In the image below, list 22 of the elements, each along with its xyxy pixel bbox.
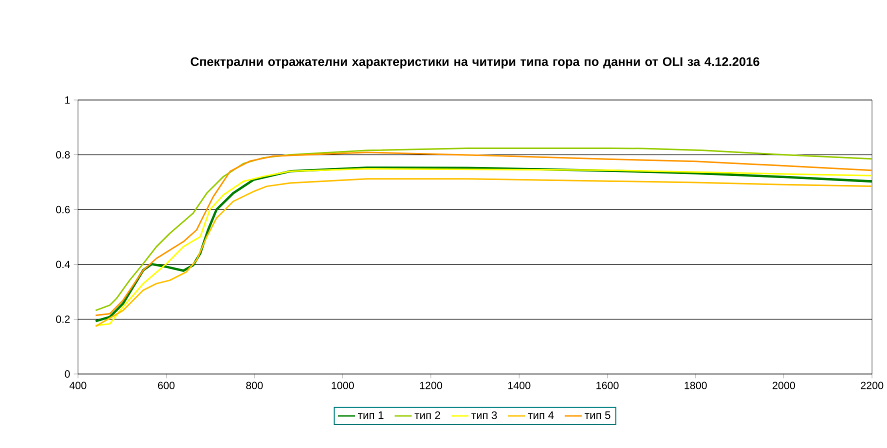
chart-title: Спектрални отражателни характеристики на читири типа гора по данни от OLI за 4.12.2016 [190, 57, 760, 68]
x-tick-label: 2200 [860, 382, 884, 390]
x-tick-label: 400 [70, 382, 86, 390]
x-tick-label: 600 [158, 382, 175, 390]
y-tick-label: 0.2 [56, 316, 70, 323]
x-tick-label: 800 [246, 382, 263, 390]
legend-label: тип 1 [358, 411, 384, 419]
y-tick-label: 0.4 [56, 260, 70, 268]
x-tick-label: 2000 [772, 382, 796, 390]
legend-label: тип 2 [414, 411, 440, 420]
x-tick-label: 1400 [508, 382, 530, 390]
x-tick-label: 1600 [596, 382, 619, 390]
y-tick-label: 0 [64, 370, 70, 378]
legend-label: тип 3 [471, 411, 497, 420]
x-tick-label: 1000 [332, 382, 354, 390]
legend-label: тип 4 [528, 411, 554, 419]
y-tick-label: 1 [65, 96, 70, 104]
y-tick-label: 0.8 [56, 151, 70, 159]
legend-label: тип 5 [584, 411, 610, 420]
x-tick-label: 1200 [420, 382, 442, 390]
y-tick-label: 0.6 [56, 206, 70, 214]
x-tick-label: 1800 [684, 382, 707, 390]
